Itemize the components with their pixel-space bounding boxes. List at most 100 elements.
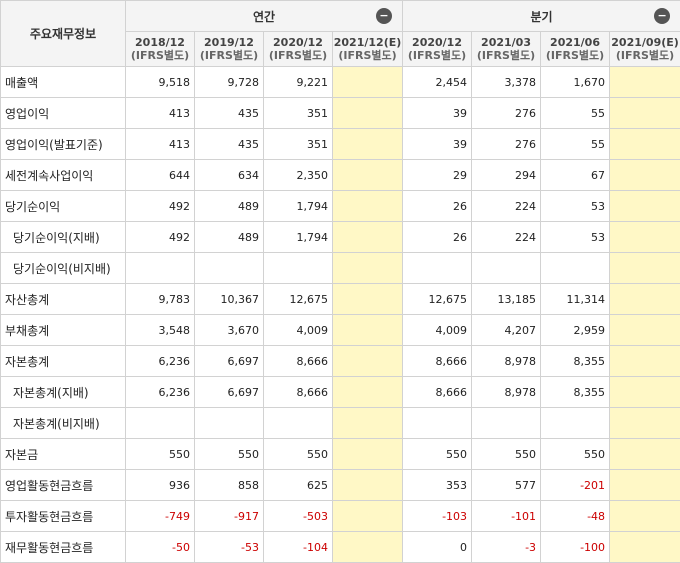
value-cell: 8,666 xyxy=(402,345,473,377)
table-row: 투자활동현금흐름 -749 -917 -503 -103 -101 -48 xyxy=(0,500,680,532)
minus-circle-icon[interactable]: − xyxy=(654,8,671,24)
table-row: 당기순이익(지배) 492 489 1,794 26 224 53 xyxy=(0,221,680,253)
estimate-cell xyxy=(331,97,404,129)
value-cell: 53 xyxy=(540,190,611,222)
value-cell: 4,009 xyxy=(402,314,473,346)
table-row: 자본총계(비지배) xyxy=(0,407,680,439)
column-basis: (IFRS별도) xyxy=(615,49,675,62)
table-row: 자본총계(지배) 6,236 6,697 8,666 8,666 8,978 8,355 xyxy=(0,376,680,408)
column-header: 2021/03 (IFRS별도) xyxy=(471,31,542,67)
estimate-cell xyxy=(609,345,680,377)
value-cell: 550 xyxy=(540,438,611,470)
column-basis: (IFRS별도) xyxy=(268,49,328,62)
row-label: 세전계속사업이익 xyxy=(0,159,126,191)
value-cell: 9,783 xyxy=(125,283,195,315)
row-label: 영업이익 xyxy=(0,97,126,129)
row-label: 영업이익(발표기준) xyxy=(0,128,126,160)
estimate-cell xyxy=(331,376,404,408)
value-cell: 435 xyxy=(194,128,264,160)
estimate-cell xyxy=(609,531,680,563)
row-label: 당기순이익 xyxy=(0,190,126,222)
value-cell: -101 xyxy=(471,500,542,532)
column-header: 2021/06 (IFRS별도) xyxy=(540,31,611,67)
value-cell: 10,367 xyxy=(194,283,264,315)
value-cell: 13,185 xyxy=(471,283,542,315)
table-row: 자본금 550 550 550 550 550 550 xyxy=(0,438,680,470)
value-cell: 936 xyxy=(125,469,195,501)
value-cell: 294 xyxy=(471,159,542,191)
value-cell: 55 xyxy=(540,97,611,129)
value-cell: -100 xyxy=(540,531,611,563)
value-cell: 8,355 xyxy=(540,345,611,377)
estimate-cell xyxy=(331,469,404,501)
value-cell: 550 xyxy=(194,438,264,470)
estimate-cell xyxy=(331,66,404,98)
value-cell xyxy=(471,407,542,439)
estimate-cell xyxy=(609,376,680,408)
value-cell: 8,355 xyxy=(540,376,611,408)
value-cell: 351 xyxy=(263,97,333,129)
estimate-cell xyxy=(609,469,680,501)
value-cell: 489 xyxy=(194,190,264,222)
estimate-cell xyxy=(331,500,404,532)
value-cell: 9,518 xyxy=(125,66,195,98)
value-cell: 2,454 xyxy=(402,66,473,98)
row-label: 당기순이익(비지배) xyxy=(0,252,126,284)
value-cell: 4,207 xyxy=(471,314,542,346)
value-cell: -749 xyxy=(125,500,195,532)
estimate-cell xyxy=(609,438,680,470)
value-cell: 625 xyxy=(263,469,333,501)
row-label: 당기순이익(지배) xyxy=(0,221,126,253)
estimate-cell xyxy=(609,252,680,284)
value-cell: 224 xyxy=(471,221,542,253)
annual-group-label: 연간 xyxy=(252,9,276,24)
value-cell: 550 xyxy=(125,438,195,470)
value-cell: 489 xyxy=(194,221,264,253)
value-cell xyxy=(402,252,473,284)
value-cell: 577 xyxy=(471,469,542,501)
estimate-cell xyxy=(331,252,404,284)
row-label: 자산총계 xyxy=(0,283,126,315)
table-header: 주요재무정보 연간 − 분기 − 2018/12 (IFRS별도) 2019/12(… xyxy=(0,0,680,67)
quarterly-group-header: 분기 − xyxy=(402,0,680,32)
value-cell: 1,794 xyxy=(263,221,333,253)
value-cell: 1,670 xyxy=(540,66,611,98)
value-cell: 29 xyxy=(402,159,473,191)
estimate-cell xyxy=(331,221,404,253)
estimate-cell xyxy=(609,66,680,98)
value-cell: -53 xyxy=(194,531,264,563)
value-cell: 9,221 xyxy=(263,66,333,98)
value-cell: 11,314 xyxy=(540,283,611,315)
value-cell: 6,697 xyxy=(194,345,264,377)
estimate-cell xyxy=(331,407,404,439)
table-row: 당기순이익 492 489 1,794 26 224 53 xyxy=(0,190,680,222)
value-cell: 413 xyxy=(125,97,195,129)
value-cell: 2,350 xyxy=(263,159,333,191)
value-cell: 2,959 xyxy=(540,314,611,346)
value-cell: 492 xyxy=(125,190,195,222)
estimate-cell xyxy=(331,438,404,470)
minus-circle-icon[interactable]: − xyxy=(376,8,393,24)
value-cell: 6,697 xyxy=(194,376,264,408)
value-cell: 3,378 xyxy=(471,66,542,98)
column-header: 2019/12 (IFRS별도) xyxy=(194,31,264,67)
value-cell xyxy=(194,252,264,284)
column-basis: (IFRS별도) xyxy=(407,49,467,62)
row-label: 자본총계(지배) xyxy=(0,376,126,408)
column-header: 2020/12 (IFRS별도) xyxy=(263,31,333,67)
value-cell: 550 xyxy=(471,438,542,470)
value-cell: 8,666 xyxy=(402,376,473,408)
column-basis: (IFRS별도) xyxy=(545,49,605,62)
estimate-cell xyxy=(331,283,404,315)
value-cell: 3,548 xyxy=(125,314,195,346)
value-cell: -48 xyxy=(540,500,611,532)
value-cell: -3 xyxy=(471,531,542,563)
column-basis: (IFRS별도) xyxy=(199,49,259,62)
corner-label: 주요재무정보 xyxy=(0,0,126,67)
column-basis: (IFRS별도) xyxy=(476,49,536,62)
estimate-cell xyxy=(609,314,680,346)
value-cell: 413 xyxy=(125,128,195,160)
value-cell: 644 xyxy=(125,159,195,191)
value-cell xyxy=(263,252,333,284)
value-cell: -917 xyxy=(194,500,264,532)
